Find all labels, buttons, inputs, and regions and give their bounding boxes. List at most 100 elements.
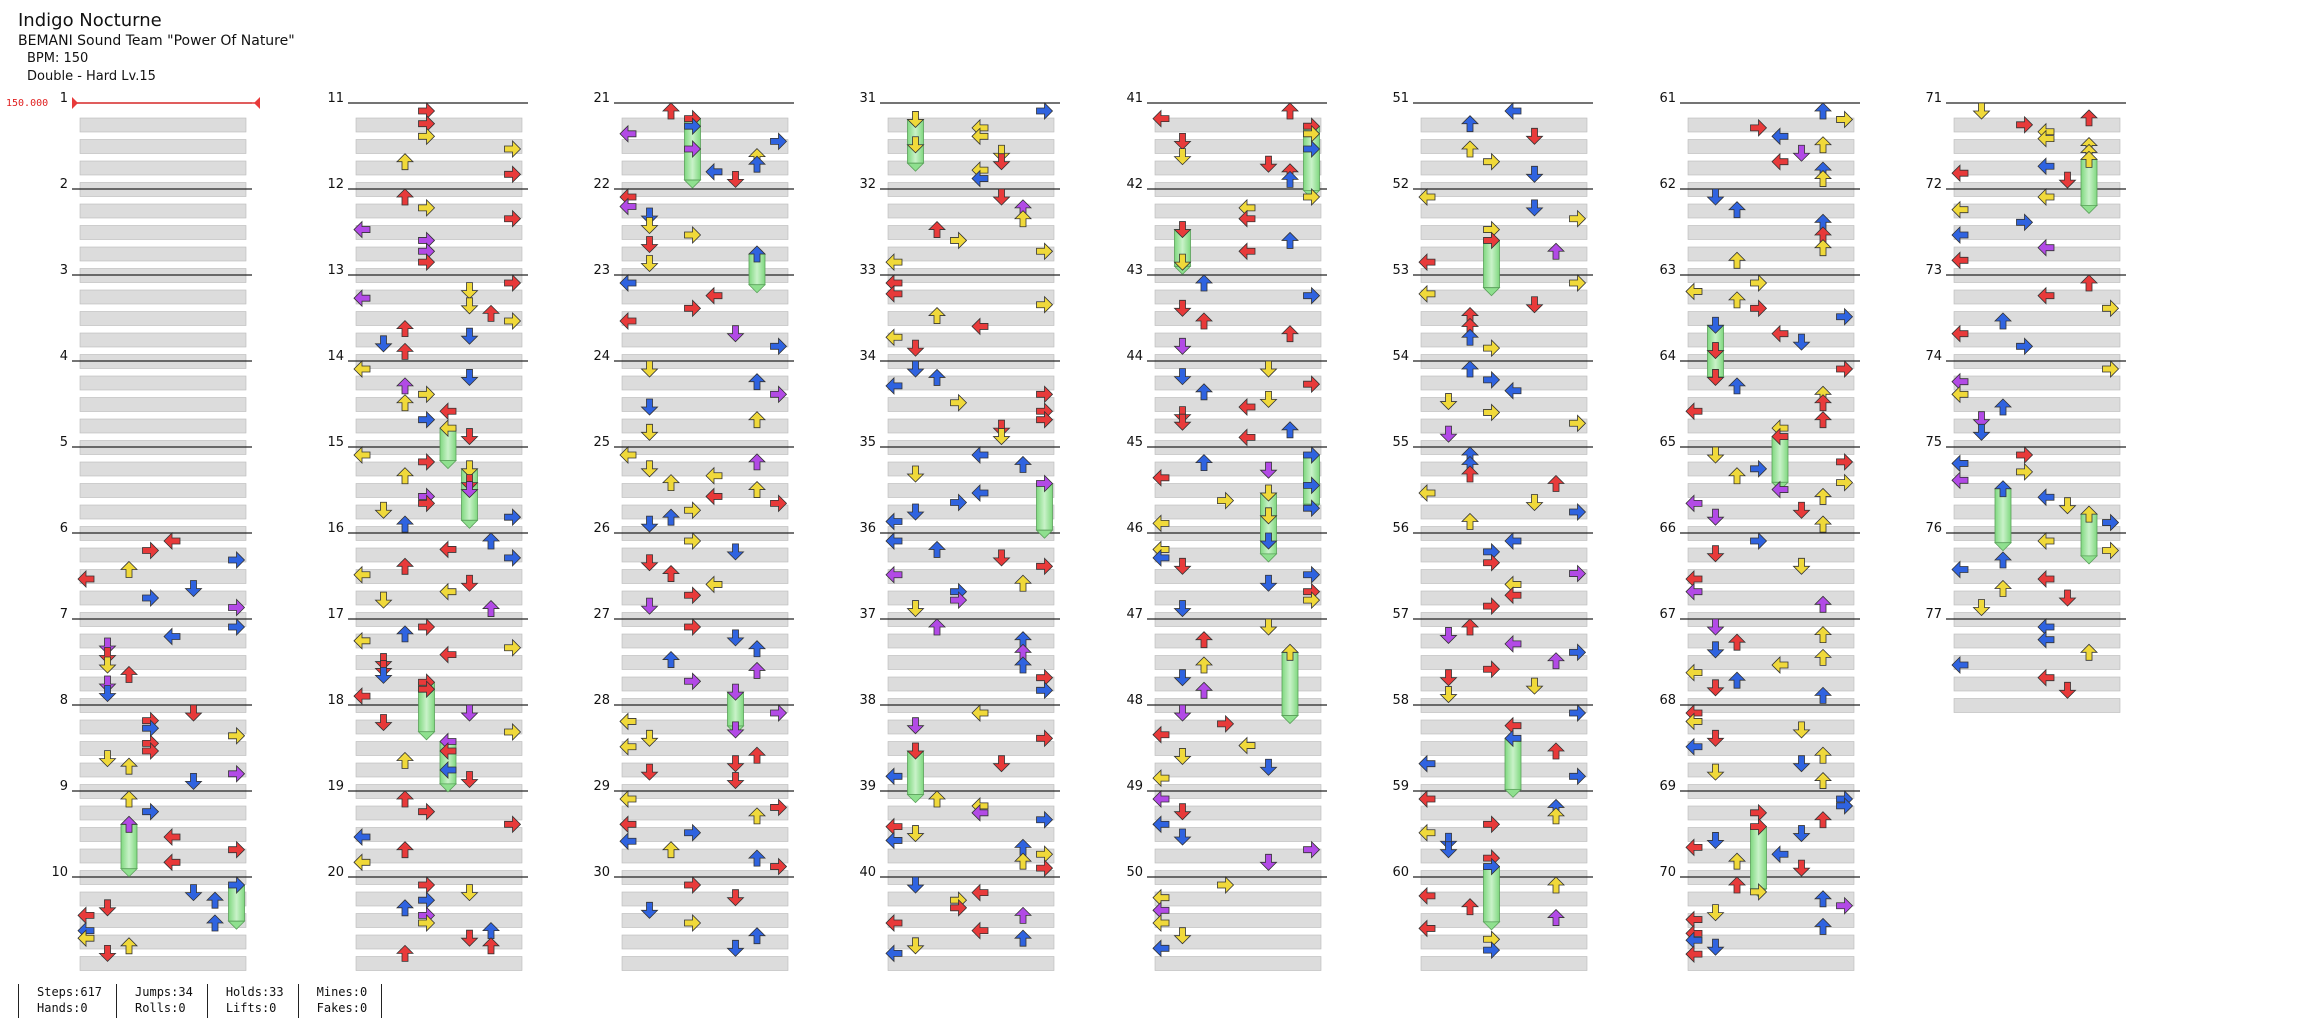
right-arrow-icon — [770, 337, 788, 356]
up-arrow-icon — [1814, 102, 1832, 120]
beat-band — [79, 418, 247, 434]
measure-number: 56 — [1392, 521, 1409, 536]
up-arrow-icon — [1281, 231, 1299, 249]
left-arrow-icon — [619, 274, 637, 292]
measure-number: 52 — [1392, 177, 1409, 192]
beat-band — [79, 289, 247, 305]
down-arrow-icon — [460, 460, 479, 478]
right-arrow-icon — [228, 840, 246, 859]
down-arrow-icon — [1439, 686, 1458, 704]
down-arrow-icon — [1173, 368, 1192, 386]
beat-band — [355, 160, 523, 176]
down-arrow-icon — [1792, 557, 1811, 575]
left-arrow-icon — [885, 532, 903, 550]
down-arrow-icon — [1173, 299, 1192, 317]
measure-number: 49 — [1126, 779, 1143, 794]
up-arrow-icon — [1547, 807, 1565, 825]
up-arrow-icon — [748, 480, 766, 498]
down-arrow-icon — [460, 282, 479, 300]
down-arrow-icon — [906, 876, 925, 894]
down-arrow-icon — [726, 543, 745, 561]
up-arrow-icon — [1014, 656, 1032, 674]
measure-number: 18 — [327, 693, 344, 708]
left-arrow-icon — [353, 289, 371, 308]
left-arrow-icon — [885, 944, 903, 963]
right-arrow-icon — [1750, 118, 1768, 137]
right-arrow-icon — [684, 586, 702, 605]
beat-band — [621, 461, 789, 477]
left-arrow-icon — [353, 446, 371, 464]
down-arrow-icon — [1706, 679, 1725, 697]
beat-band — [1687, 375, 1855, 391]
hold-tail — [2080, 205, 2098, 214]
left-arrow-icon — [1685, 712, 1703, 731]
measure-number: 40 — [859, 865, 876, 880]
beat-band — [1154, 655, 1322, 670]
beat-band — [1953, 569, 2121, 584]
beat-band — [79, 676, 247, 692]
down-arrow-icon — [1792, 144, 1811, 162]
beat-band — [887, 934, 1055, 950]
up-arrow-icon — [1814, 686, 1832, 704]
measure-number: 33 — [859, 263, 876, 278]
down-arrow-icon — [2058, 589, 2077, 607]
beat-band — [887, 483, 1055, 498]
difficulty-text: Double - Hard Lv.15 — [27, 69, 156, 84]
right-arrow-icon — [684, 876, 702, 894]
down-arrow-icon — [1259, 155, 1278, 173]
song-title: Indigo Nocturne — [18, 10, 162, 31]
hold-tail — [748, 284, 766, 294]
beat-band — [1687, 547, 1855, 563]
left-arrow-icon — [1685, 494, 1703, 513]
down-arrow-icon — [1439, 425, 1458, 443]
right-arrow-icon — [1836, 896, 1854, 915]
left-arrow-icon — [163, 828, 181, 846]
beat-band — [621, 225, 789, 240]
right-arrow-icon — [1303, 476, 1321, 495]
right-arrow-icon — [1483, 815, 1501, 834]
beat-band — [1154, 590, 1322, 606]
down-arrow-icon — [640, 554, 659, 572]
right-arrow-icon — [1569, 274, 1587, 292]
left-arrow-icon — [1152, 468, 1170, 487]
left-arrow-icon — [1771, 480, 1789, 499]
measure-block: 31 — [859, 91, 1060, 197]
song-artist: BEMANI Sound Team "Power Of Nature" — [18, 33, 295, 49]
beat-band — [621, 289, 789, 305]
notes-layer — [77, 102, 2120, 964]
down-arrow-icon — [1259, 484, 1278, 502]
beat-band — [79, 547, 247, 563]
left-arrow-icon — [2037, 630, 2055, 649]
beat-band — [79, 762, 247, 778]
right-arrow-icon — [504, 548, 522, 567]
left-arrow-icon — [885, 565, 903, 584]
up-arrow-icon — [1814, 771, 1832, 789]
up-arrow-icon — [206, 914, 224, 932]
down-arrow-icon — [1173, 337, 1192, 355]
beat-band — [79, 633, 247, 649]
beat-band — [621, 117, 789, 133]
left-arrow-icon — [619, 832, 637, 851]
down-arrow-icon — [460, 704, 479, 722]
beat-band — [1953, 311, 2121, 326]
left-arrow-icon — [885, 831, 903, 850]
up-arrow-icon — [1728, 251, 1746, 269]
down-arrow-icon — [1525, 296, 1544, 314]
left-arrow-icon — [971, 169, 989, 188]
beat-band — [79, 332, 247, 348]
up-arrow-icon — [2080, 109, 2098, 127]
left-arrow-icon — [619, 737, 637, 756]
beat-band — [1420, 246, 1588, 262]
bpm-change-marker — [72, 97, 260, 109]
beat-band — [79, 375, 247, 391]
measure-number: 75 — [1925, 435, 1942, 450]
right-arrow-icon — [1036, 295, 1054, 314]
down-arrow-icon — [640, 236, 659, 254]
beat-band — [79, 805, 247, 821]
right-arrow-icon — [1483, 941, 1501, 960]
up-arrow-icon — [1728, 201, 1746, 219]
beat-band — [79, 913, 247, 928]
bpm-change-label: 150.000 — [6, 98, 49, 109]
right-arrow-icon — [418, 198, 436, 217]
right-arrow-icon — [504, 815, 522, 834]
